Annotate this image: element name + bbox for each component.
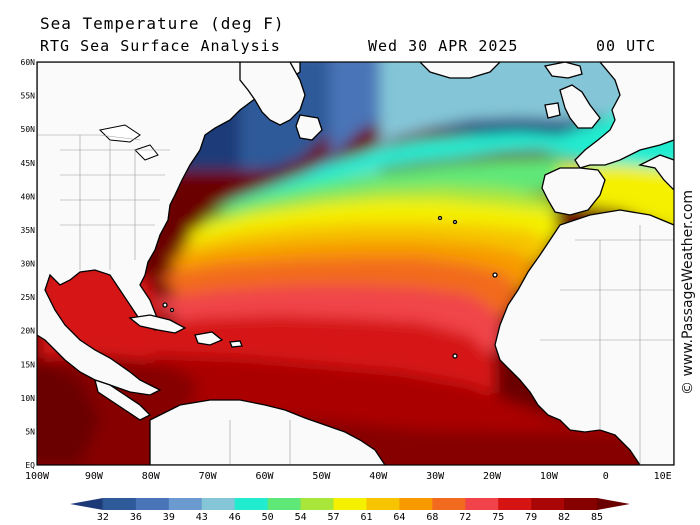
lon-label: 30W: [426, 471, 445, 482]
legend-swatch: [531, 498, 565, 510]
lon-label: 10E: [654, 471, 672, 482]
valid-date: Wed 30 APR 2025: [368, 37, 519, 55]
longitude-axis: 100W 90W 80W 70W 60W 50W 40W 30W 20W 10W 0 10E: [25, 471, 672, 482]
lat-label: 40N: [21, 192, 36, 201]
legend-label: 85: [591, 512, 603, 523]
lat-label: 55N: [21, 92, 36, 101]
legend-label: 39: [163, 512, 175, 523]
legend-swatch: [399, 498, 433, 510]
sst-field: [37, 62, 674, 465]
legend-label: 72: [459, 512, 471, 523]
legend-swatch: [70, 498, 103, 510]
legend-swatch: [465, 498, 499, 510]
lon-label: 50W: [312, 471, 331, 482]
land: [37, 62, 674, 465]
latitude-axis: 60N 55N 50N 45N 40N 35N 30N 25N 20N 15N 10N 5N EQ: [21, 58, 36, 470]
lat-label: 30N: [21, 260, 36, 269]
map-subtitle: RTG Sea Surface Analysis: [40, 37, 281, 55]
lon-label: 60W: [255, 471, 274, 482]
legend-swatch: [135, 498, 170, 510]
lat-label: 5N: [25, 427, 35, 436]
lat-label: EQ: [25, 461, 35, 470]
legend-label: 46: [229, 512, 241, 523]
lat-label: 60N: [21, 58, 36, 67]
legend-label: 64: [393, 512, 405, 523]
political-borders: [37, 134, 674, 465]
lon-label: 20W: [483, 471, 502, 482]
lon-label: 80W: [142, 471, 161, 482]
legend-label: 50: [262, 512, 274, 523]
lon-label: 90W: [85, 471, 104, 482]
legend-swatch: [300, 498, 335, 510]
legend-swatch: [102, 498, 137, 510]
great-lakes: [98, 124, 159, 161]
lat-label: 25N: [21, 293, 36, 302]
legend-label: 43: [196, 512, 208, 523]
legend-label: 82: [558, 512, 570, 523]
lat-label: 35N: [21, 226, 36, 235]
map-title: Sea Temperature (deg F): [40, 14, 285, 33]
legend-label: 57: [328, 512, 340, 523]
legend-swatch: [432, 498, 466, 510]
lon-label: 10W: [540, 471, 559, 482]
color-legend: 32 36 39 43 46 50 54 57 61 64 68 72 75 79 82 85: [70, 498, 630, 523]
legend-swatch: [498, 498, 532, 510]
legend-swatch: [333, 498, 367, 510]
lat-label: 15N: [21, 360, 36, 369]
map-frame: [36, 61, 675, 466]
valid-time: 00 UTC: [596, 37, 657, 55]
legend-label: 61: [360, 512, 372, 523]
lon-label: 0: [603, 471, 609, 482]
legend-swatch: [168, 498, 203, 510]
lat-label: 50N: [21, 125, 36, 134]
legend-swatch: [267, 498, 302, 510]
legend-label: 54: [295, 512, 307, 523]
lat-label: 10N: [21, 394, 36, 403]
legend-label: 68: [426, 512, 438, 523]
lon-label: 40W: [369, 471, 388, 482]
legend-label: 79: [525, 512, 537, 523]
legend-label: 32: [97, 512, 109, 523]
legend-swatch: [201, 498, 236, 510]
lon-label: 100W: [25, 471, 50, 482]
lat-label: 45N: [21, 159, 36, 168]
lon-label: 70W: [199, 471, 218, 482]
watermark: © www.PassageWeather.com: [680, 189, 696, 395]
legend-swatch: [564, 498, 598, 510]
lat-label: 20N: [21, 327, 36, 336]
legend-label: 36: [130, 512, 142, 523]
legend-swatch: [597, 498, 630, 510]
legend-swatch: [366, 498, 400, 510]
legend-swatch: [234, 498, 269, 510]
legend-label: 75: [492, 512, 504, 523]
